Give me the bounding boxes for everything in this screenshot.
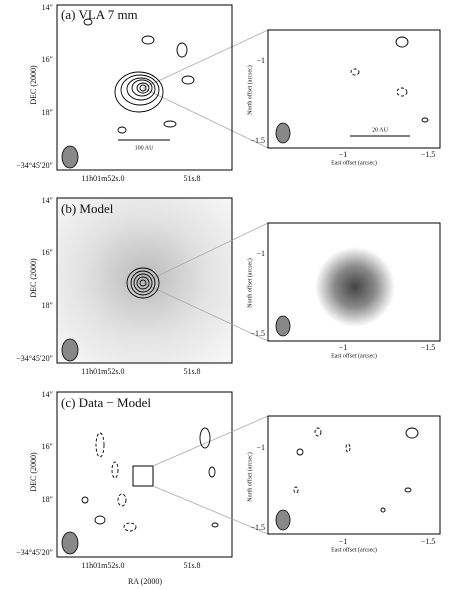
beam bbox=[275, 315, 291, 337]
y-tick-label: 16″ bbox=[42, 248, 53, 257]
x-tick-label: 11h01m52s.0 bbox=[81, 367, 124, 376]
inset-scale-label: 20 AU bbox=[372, 127, 389, 133]
y-tick-label: −34°45′20″ bbox=[16, 548, 53, 557]
zoom-box bbox=[132, 465, 154, 487]
x-tick-label: −1.5 bbox=[421, 537, 436, 546]
connector bbox=[152, 415, 269, 467]
x-tick-label: 51s.8 bbox=[183, 561, 200, 570]
y-tick-label: 14″ bbox=[42, 196, 53, 205]
scale-label: 100 AU bbox=[135, 145, 155, 151]
y-tick-label: −34°45′20″ bbox=[16, 354, 53, 363]
x-tick-label: 11h01m52s.0 bbox=[81, 561, 124, 570]
x-axis-title: RA (2000) bbox=[128, 577, 162, 586]
y-tick-label: 18″ bbox=[42, 301, 53, 310]
beam bbox=[61, 338, 79, 362]
x-tick-label: 51s.8 bbox=[183, 367, 200, 376]
panel-b: (b) Model bbox=[56, 197, 441, 364]
y-tick-label: 16″ bbox=[42, 55, 53, 64]
y-tick-label: −1.5 bbox=[250, 329, 265, 338]
y-tick-label: 18″ bbox=[42, 108, 53, 117]
map-frame bbox=[56, 4, 233, 171]
y-tick-label: −1 bbox=[256, 56, 265, 65]
x-tick-label: −1.5 bbox=[421, 150, 436, 159]
connector bbox=[152, 485, 269, 535]
contours bbox=[81, 427, 219, 532]
x-tick-label: 11h01m52s.0 bbox=[81, 174, 124, 183]
contours bbox=[83, 18, 195, 134]
x-tick-label: 51s.8 bbox=[183, 174, 200, 183]
x-tick-label: −1 bbox=[339, 343, 348, 352]
y-tick-label: −1.5 bbox=[250, 136, 265, 145]
panel-label: (a) VLA 7 mm bbox=[61, 7, 138, 22]
panel-label: (c) Data − Model bbox=[61, 395, 151, 410]
y-axis-title: North offset (arcsec) bbox=[246, 452, 253, 502]
axes: 14″ 16″ 18″ −34°45′20″ 11h01m52s.0 51s.8 DEC (… bbox=[16, 3, 435, 570]
connector bbox=[142, 282, 269, 342]
panel-label: (b) Model bbox=[61, 201, 114, 216]
y-tick-label: 14″ bbox=[42, 3, 53, 12]
x-tick-label: −1 bbox=[339, 150, 348, 159]
x-axis-title: East offset (arcsec) bbox=[331, 546, 377, 553]
inset-contours bbox=[293, 427, 419, 513]
beam bbox=[275, 122, 291, 144]
beam bbox=[61, 531, 79, 555]
y-tick-label: −1.5 bbox=[250, 523, 265, 532]
y-tick-label: −34°45′20″ bbox=[16, 161, 53, 170]
y-tick-label: −1 bbox=[256, 443, 265, 452]
inset-contours bbox=[350, 36, 429, 123]
inset-frame bbox=[267, 222, 441, 342]
y-axis-title: DEC (2000) bbox=[29, 258, 38, 298]
x-tick-label: −1.5 bbox=[421, 343, 436, 352]
y-tick-label: 18″ bbox=[42, 495, 53, 504]
y-axis-title: North offset (arcsec) bbox=[246, 65, 253, 115]
connector bbox=[142, 222, 269, 284]
inset-frame bbox=[267, 415, 441, 535]
beam bbox=[275, 509, 291, 531]
x-axis-title: East offset (arcsec) bbox=[331, 159, 377, 166]
y-axis-title: DEC (2000) bbox=[29, 65, 38, 105]
connector bbox=[142, 29, 269, 89]
y-tick-label: −1 bbox=[256, 249, 265, 258]
y-axis-title: DEC (2000) bbox=[29, 452, 38, 492]
beam bbox=[61, 145, 79, 169]
contours bbox=[126, 267, 160, 299]
model-blob bbox=[315, 247, 395, 327]
x-axis-title: East offset (arcsec) bbox=[331, 352, 377, 359]
x-tick-label: −1 bbox=[339, 537, 348, 546]
panel-c: (c) Data − Model RA (2000) bbox=[56, 391, 441, 586]
inset-frame bbox=[267, 29, 441, 149]
y-tick-label: 14″ bbox=[42, 390, 53, 399]
connector bbox=[142, 87, 269, 149]
map-frame bbox=[56, 391, 233, 558]
y-tick-label: 16″ bbox=[42, 442, 53, 451]
panel-a: 100 AU (a) VLA 7 mm 20 AU bbox=[56, 4, 441, 171]
y-axis-title: North offset (arcsec) bbox=[246, 258, 253, 308]
